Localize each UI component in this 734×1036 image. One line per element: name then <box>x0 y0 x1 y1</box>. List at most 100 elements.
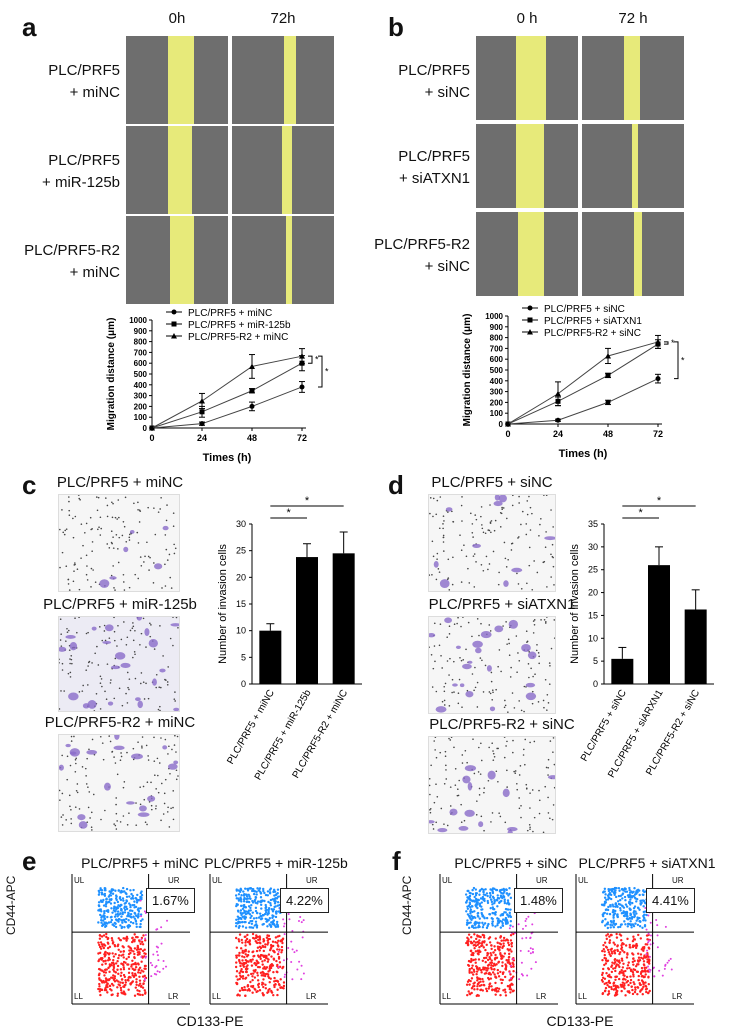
pore-dot <box>134 677 137 680</box>
event-dot <box>122 886 125 890</box>
event-dot <box>246 989 249 992</box>
pore-dot <box>169 637 172 640</box>
pore-dot <box>528 676 530 679</box>
event-dot <box>634 988 637 991</box>
pore-dot <box>116 518 118 520</box>
event-dot <box>156 954 159 957</box>
event-dot <box>478 893 481 896</box>
pore-dot <box>514 770 517 772</box>
pore-dot <box>96 645 98 648</box>
pore-dot <box>109 740 112 743</box>
event-dot <box>619 923 623 926</box>
transwell-dots <box>429 737 555 833</box>
event-dot <box>470 991 473 995</box>
event-dot <box>243 915 246 918</box>
pore-dot <box>443 782 446 785</box>
event-dot <box>113 915 117 918</box>
event-dot <box>137 907 140 910</box>
event-dot <box>509 915 513 919</box>
data-point <box>249 403 255 409</box>
invading-cell <box>152 678 157 686</box>
invading-cell <box>503 580 509 587</box>
pore-dot <box>163 802 166 805</box>
event-dot <box>252 892 256 896</box>
pore-dot <box>497 780 499 783</box>
event-dot <box>640 956 643 959</box>
invading-cell <box>467 782 473 791</box>
event-dot <box>269 898 273 902</box>
event-dot <box>264 893 268 897</box>
event-dot <box>113 921 117 925</box>
event-dot <box>254 898 257 901</box>
event-dot <box>494 937 497 940</box>
invading-cell <box>502 788 510 798</box>
event-dot <box>666 961 669 964</box>
pore-dot <box>518 774 521 776</box>
pore-dot <box>132 625 135 628</box>
event-dot <box>103 988 107 992</box>
legend-marker <box>527 317 533 323</box>
event-dot <box>502 939 506 942</box>
event-dot <box>653 975 656 978</box>
event-dot <box>482 891 485 894</box>
pore-dot <box>106 515 109 518</box>
event-dot <box>112 966 116 970</box>
pore-dot <box>164 563 166 566</box>
event-dot <box>482 923 485 927</box>
event-dot <box>296 968 299 971</box>
event-dot <box>273 976 276 980</box>
pore-dot <box>61 509 63 511</box>
panel-d-image-label-1: PLC/PRF5 + siNC <box>431 474 553 491</box>
event-dot <box>469 917 472 920</box>
event-dot <box>496 972 500 975</box>
event-dot <box>623 920 626 923</box>
pore-dot <box>85 783 88 785</box>
pore-dot <box>472 738 474 740</box>
event-dot <box>642 919 645 922</box>
pore-dot <box>462 617 464 618</box>
wound-image <box>582 36 684 120</box>
event-dot <box>604 917 607 921</box>
pore-dot <box>443 699 446 702</box>
event-dot <box>122 956 125 959</box>
pore-dot <box>127 686 129 689</box>
event-dot <box>269 924 273 928</box>
event-dot <box>243 950 247 953</box>
event-dot <box>615 936 619 939</box>
event-dot <box>644 906 647 909</box>
event-dot <box>135 922 138 926</box>
event-dot <box>626 925 629 928</box>
event-dot <box>127 971 131 975</box>
invading-cell <box>139 805 147 812</box>
pore-dot <box>177 626 179 629</box>
transwell-dots <box>429 495 555 591</box>
event-dot <box>632 963 635 966</box>
event-dot <box>520 973 523 976</box>
event-dot <box>502 936 506 940</box>
event-dot <box>489 961 492 965</box>
event-dot <box>649 969 652 972</box>
event-dot <box>466 913 470 916</box>
wound-image <box>582 124 684 208</box>
pore-dot <box>114 657 117 660</box>
data-point <box>655 338 661 345</box>
event-dot <box>504 994 508 997</box>
event-dot <box>258 949 261 952</box>
event-dot <box>641 926 644 929</box>
event-dot <box>133 900 136 903</box>
event-dot <box>136 992 140 996</box>
invading-cell <box>162 525 169 531</box>
event-dot <box>273 902 277 905</box>
event-dot <box>136 989 139 992</box>
pore-dot <box>429 793 431 796</box>
event-dot <box>642 910 645 914</box>
event-dot <box>643 970 646 973</box>
event-dot <box>617 960 620 963</box>
invading-cell <box>472 543 481 548</box>
event-dot <box>497 975 501 978</box>
event-dot <box>469 949 472 953</box>
event-dot <box>129 912 133 916</box>
event-dot <box>105 984 108 987</box>
event-dot <box>290 940 293 943</box>
event-dot <box>605 898 608 901</box>
